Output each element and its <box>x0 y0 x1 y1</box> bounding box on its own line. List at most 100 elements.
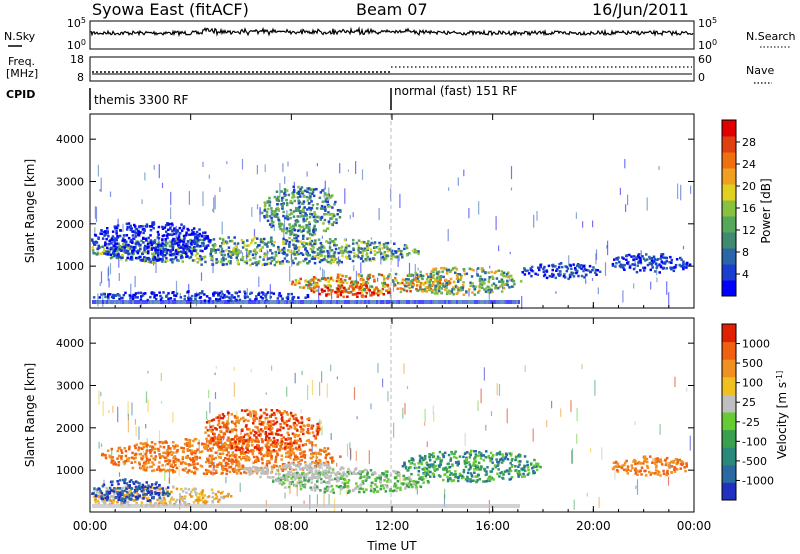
noise-pixel <box>286 386 288 397</box>
data-pixel <box>218 463 221 466</box>
data-pixel <box>672 269 676 273</box>
data-pixel <box>639 258 642 261</box>
data-pixel <box>259 240 263 244</box>
data-pixel <box>200 450 204 453</box>
data-pixel <box>478 289 481 292</box>
data-pixel <box>281 248 284 251</box>
data-pixel <box>238 251 241 254</box>
data-pixel <box>183 295 187 298</box>
data-pixel <box>207 470 211 473</box>
noise-pixel <box>99 282 101 287</box>
data-pixel <box>409 462 412 465</box>
data-pixel <box>118 294 121 297</box>
data-pixel <box>400 482 403 485</box>
data-pixel <box>180 253 183 257</box>
data-pixel <box>289 229 292 233</box>
noise-pixel <box>118 472 121 477</box>
data-pixel <box>518 470 521 473</box>
data-pixel <box>404 284 407 288</box>
data-pixel <box>295 418 298 422</box>
data-pixel <box>397 472 401 476</box>
data-pixel <box>404 478 407 481</box>
nave-tick-top: 60 <box>698 53 712 66</box>
data-pixel <box>472 269 475 272</box>
data-pixel <box>383 479 386 482</box>
data-pixel <box>524 269 527 273</box>
data-pixel <box>648 261 652 265</box>
data-pixel <box>308 432 311 435</box>
data-pixel <box>173 252 176 256</box>
noise-pixel <box>576 408 578 422</box>
data-pixel <box>223 296 226 299</box>
data-pixel <box>431 289 435 292</box>
data-pixel <box>243 295 247 298</box>
data-pixel <box>309 240 312 244</box>
data-pixel <box>326 286 330 290</box>
data-pixel <box>186 448 189 451</box>
data-pixel <box>344 275 348 278</box>
data-pixel <box>392 280 395 283</box>
data-pixel <box>366 471 369 474</box>
data-pixel <box>469 472 473 475</box>
data-pixel <box>144 259 147 263</box>
data-pixel <box>142 445 145 449</box>
data-pixel <box>309 287 312 290</box>
data-pixel <box>188 438 192 442</box>
data-pixel <box>664 261 667 264</box>
data-pixel <box>323 277 326 280</box>
near-range-pixel <box>240 300 242 304</box>
data-pixel <box>194 249 197 253</box>
data-pixel <box>194 298 197 301</box>
data-pixel <box>94 240 97 244</box>
data-pixel <box>180 239 183 243</box>
noise-pixel <box>153 165 155 170</box>
power-ylabel: Slant Range [km] <box>23 159 37 263</box>
data-pixel <box>399 290 403 294</box>
data-pixel <box>199 249 202 252</box>
data-pixel <box>414 279 417 282</box>
data-pixel <box>261 291 264 294</box>
near-range-pixel <box>410 300 412 304</box>
noise-pixel <box>209 420 211 431</box>
data-pixel <box>387 274 390 278</box>
data-pixel <box>234 416 237 419</box>
data-pixel <box>242 441 245 445</box>
data-pixel <box>325 485 329 489</box>
data-pixel <box>473 287 477 291</box>
data-pixel <box>244 459 248 462</box>
noise-pixel <box>319 418 321 430</box>
data-pixel <box>114 247 118 251</box>
data-pixel <box>109 246 113 250</box>
data-pixel <box>615 262 618 265</box>
data-pixel <box>438 450 442 454</box>
data-pixel <box>161 258 164 261</box>
data-pixel <box>303 424 306 428</box>
data-pixel <box>521 475 524 478</box>
data-pixel <box>213 435 216 439</box>
data-pixel <box>424 286 428 289</box>
data-pixel <box>222 445 226 449</box>
noise-pixel <box>99 189 101 192</box>
data-pixel <box>493 271 497 275</box>
data-pixel <box>369 489 373 493</box>
data-pixel <box>224 443 227 446</box>
freq-tick-top: 18 <box>70 53 84 66</box>
data-pixel <box>242 419 246 423</box>
data-pixel <box>313 461 317 464</box>
data-pixel <box>386 480 389 483</box>
data-pixel <box>162 446 166 449</box>
data-pixel <box>344 250 348 253</box>
data-pixel <box>135 244 138 247</box>
data-pixel <box>366 281 370 285</box>
data-pixel <box>236 445 239 449</box>
data-pixel <box>310 457 313 460</box>
data-pixel <box>392 255 395 258</box>
data-pixel <box>253 236 257 239</box>
data-pixel <box>166 448 169 452</box>
noise-pixel <box>158 164 160 179</box>
data-pixel <box>125 245 128 248</box>
data-pixel <box>145 258 149 261</box>
near-range-pixel <box>480 300 482 304</box>
data-pixel <box>220 464 224 468</box>
data-pixel <box>290 414 293 417</box>
